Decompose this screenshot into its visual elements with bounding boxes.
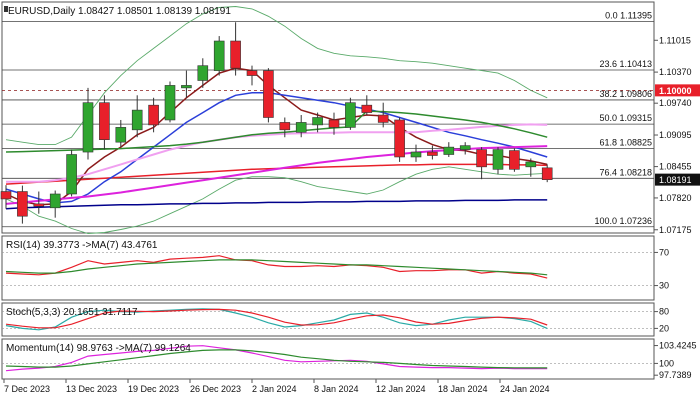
- fib-level-label: 61.8 1.08825: [599, 137, 652, 147]
- y-tick-label: 1.10370: [659, 67, 692, 77]
- current-price-tag: [655, 173, 700, 186]
- bullish-candle: [82, 102, 94, 153]
- bullish-candle: [525, 161, 537, 168]
- y-tick-label: 70: [659, 247, 669, 257]
- bearish-candle: [427, 151, 438, 156]
- x-tick-label: 19 Dec 2023: [128, 384, 179, 394]
- moving-average-line: [5, 145, 548, 205]
- y-tick-label: 1.09095: [659, 130, 692, 140]
- y-tick-label: 97.7389: [659, 370, 692, 380]
- fib-level-label: 23.6 1.10413: [599, 59, 652, 69]
- momentum-panel: [1, 338, 655, 380]
- bullish-candle: [443, 146, 455, 155]
- bearish-candle: [33, 203, 45, 207]
- dashed-level-tag-label: 1.10000: [659, 86, 692, 96]
- y-tick-label: 20: [659, 323, 669, 333]
- y-tick-label: 1.09740: [659, 98, 692, 108]
- bullish-candle: [213, 40, 225, 71]
- x-tick-label: 7 Dec 2023: [4, 384, 50, 394]
- bullish-candle: [410, 151, 422, 158]
- bullish-candle: [197, 65, 209, 81]
- moving-average-line: [5, 110, 548, 153]
- fib-level-label: 38.2 1.09806: [599, 89, 652, 99]
- bearish-candle: [263, 70, 274, 118]
- x-tick-label: 26 Dec 2023: [190, 384, 241, 394]
- fib-level-label: 76.4 1.08218: [599, 167, 652, 177]
- bearish-candle: [279, 122, 291, 131]
- y-tick-label: 1.08455: [659, 162, 692, 172]
- bullish-candle: [115, 127, 127, 143]
- moving-average-line: [5, 92, 548, 204]
- y-tick-label: 1.07820: [659, 193, 692, 203]
- x-tick-label: 8 Jan 2024: [314, 384, 359, 394]
- bearish-candle: [99, 102, 110, 141]
- current-price-label: 1.08191: [659, 175, 692, 185]
- fib-level-label: 0.0 1.11395: [605, 11, 652, 21]
- x-tick-label: 2 Jan 2024: [252, 384, 297, 394]
- bullish-candle: [66, 154, 77, 195]
- indicator-line: [5, 308, 548, 331]
- bearish-candle: [230, 40, 241, 69]
- bullish-candle: [49, 193, 61, 209]
- x-tick-label: 18 Jan 2024: [438, 384, 488, 394]
- bullish-candle: [164, 85, 176, 121]
- y-tick-label: 1.11015: [659, 35, 691, 45]
- bearish-candle: [361, 104, 373, 113]
- momentum-header: Momentum(14) 98.9763 ->MA(7) 99.1264: [6, 343, 191, 354]
- y-tick-label: 100: [659, 358, 674, 368]
- bearish-candle: [476, 149, 487, 168]
- bearish-candle: [246, 70, 258, 76]
- bullish-candle: [295, 122, 307, 133]
- bullish-candle: [492, 149, 504, 170]
- indicator-line: [5, 308, 548, 329]
- stoch-header: Stoch(5,3,3) 20.1651 31.7117: [6, 307, 138, 318]
- bearish-candle: [509, 150, 520, 170]
- bullish-candle: [181, 85, 192, 89]
- bullish-candle: [131, 109, 143, 131]
- y-tick-label: 80: [659, 307, 669, 317]
- bullish-candle: [459, 145, 471, 150]
- bearish-candle: [541, 167, 553, 180]
- fib-level-label: 50.0 1.09315: [599, 113, 652, 123]
- main-header: EURUSD,Daily 1.08427 1.08501 1.08139 1.0…: [8, 6, 231, 17]
- y-tick-label: 1.07175: [659, 225, 692, 235]
- bearish-candle: [328, 119, 340, 128]
- y-tick-label: 103.4245: [659, 341, 697, 351]
- indicator-line: [5, 349, 548, 369]
- indicator-line: [5, 345, 548, 372]
- moving-average-line: [5, 199, 548, 210]
- y-tick-label: 30: [659, 281, 669, 291]
- bearish-candle: [377, 114, 389, 123]
- stoch-panel: [1, 302, 655, 337]
- x-tick-label: 13 Dec 2023: [66, 384, 117, 394]
- x-tick-label: 12 Jan 2024: [376, 384, 426, 394]
- dashed-level-tag: [655, 84, 700, 97]
- moving-average-line: [6, 123, 548, 183]
- main-header-icon: [4, 6, 8, 12]
- indicator-line: [5, 259, 548, 276]
- bullish-candle: [312, 117, 323, 126]
- bearish-candle: [148, 104, 159, 126]
- bullish-candle: [345, 102, 356, 128]
- rsi-panel: [1, 235, 655, 301]
- bearish-candle: [0, 191, 12, 200]
- bollinger-upper-band: [5, 6, 548, 146]
- fib-level-label: 100.0 1.07236: [594, 216, 652, 226]
- bollinger-lower-band: [5, 166, 548, 234]
- bearish-candle: [394, 119, 405, 158]
- bearish-candle: [17, 191, 28, 217]
- x-tick-label: 24 Jan 2024: [500, 384, 550, 394]
- rsi-header: RSI(14) 39.3773 ->MA(7) 43.4761: [6, 240, 158, 251]
